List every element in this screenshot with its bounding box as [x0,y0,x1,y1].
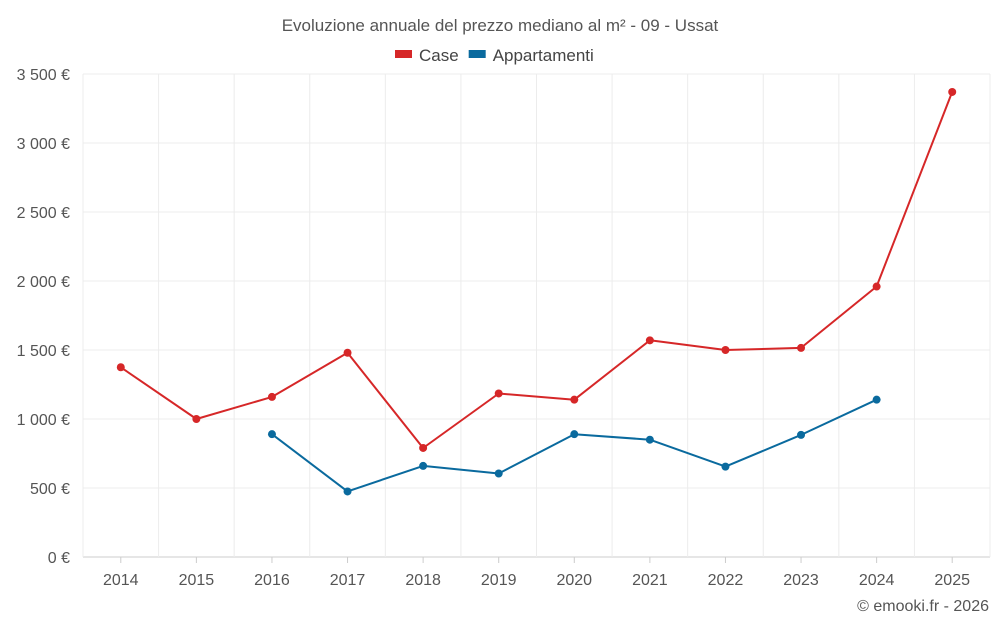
data-point-case [570,395,579,404]
data-point-appartamenti [570,430,579,439]
x-tick-label: 2019 [481,572,517,589]
data-point-appartamenti [343,487,352,496]
data-point-appartamenti [797,430,806,439]
data-point-appartamenti [872,395,881,404]
data-point-case [797,343,806,352]
chart-title: Evoluzione annuale del prezzo mediano al… [282,16,719,35]
x-tick-label: 2024 [859,572,895,589]
x-tick-label: 2025 [934,572,970,589]
legend-label-case: Case [419,46,459,65]
data-point-case [343,348,352,357]
y-tick-label: 1 000 € [17,412,70,429]
y-tick-label: 3 000 € [17,136,70,153]
y-tick-label: 1 500 € [17,343,70,360]
data-point-case [192,415,201,423]
data-point-appartamenti [267,430,276,439]
x-tick-label: 2020 [556,572,592,589]
y-tick-label: 2 000 € [17,274,70,291]
series-line-appartamenti [271,398,878,493]
data-point-appartamenti [721,462,730,471]
series-case [116,87,957,452]
grid [82,73,991,558]
y-tick-label: 2 500 € [17,205,70,222]
data-point-case [948,87,957,96]
series-group [116,87,957,496]
x-tick-label: 2018 [405,572,441,589]
data-point-case [721,346,730,354]
legend-swatch-case [395,50,412,58]
x-tick-label: 2021 [632,572,668,589]
data-point-case [419,443,428,452]
legend: Case Appartamenti [395,46,594,65]
x-axis: 2014 2015 2016 2017 2018 2019 2020 2021 2022 2023… [103,557,970,589]
data-point-appartamenti [494,469,503,478]
y-tick-label: 0 € [48,550,70,567]
x-tick-label: 2023 [783,572,819,589]
x-tick-label: 2017 [330,572,366,589]
x-tick-label: 2016 [254,572,290,589]
y-tick-label: 3 500 € [17,67,70,84]
series-line-case [120,91,954,449]
credit-label: © emooki.fr - 2026 [857,598,989,615]
data-point-case [494,389,503,398]
x-tick-label: 2022 [708,572,744,589]
y-tick-label: 500 € [30,481,70,498]
legend-swatch-appartamenti [468,50,486,58]
data-point-case [872,282,881,291]
data-point-case [645,336,654,345]
series-appartamenti [267,395,881,496]
data-point-appartamenti [645,435,654,444]
x-tick-label: 2015 [179,572,215,589]
y-axis: 0 € 500 € 1 000 € 1 500 € 2 000 € 2 500 € 3 00… [17,67,70,567]
x-tick-label: 2014 [103,572,139,589]
data-point-case [267,392,276,401]
data-point-appartamenti [419,461,428,470]
legend-label-appartamenti: Appartamenti [493,46,594,65]
data-point-case [116,363,125,372]
